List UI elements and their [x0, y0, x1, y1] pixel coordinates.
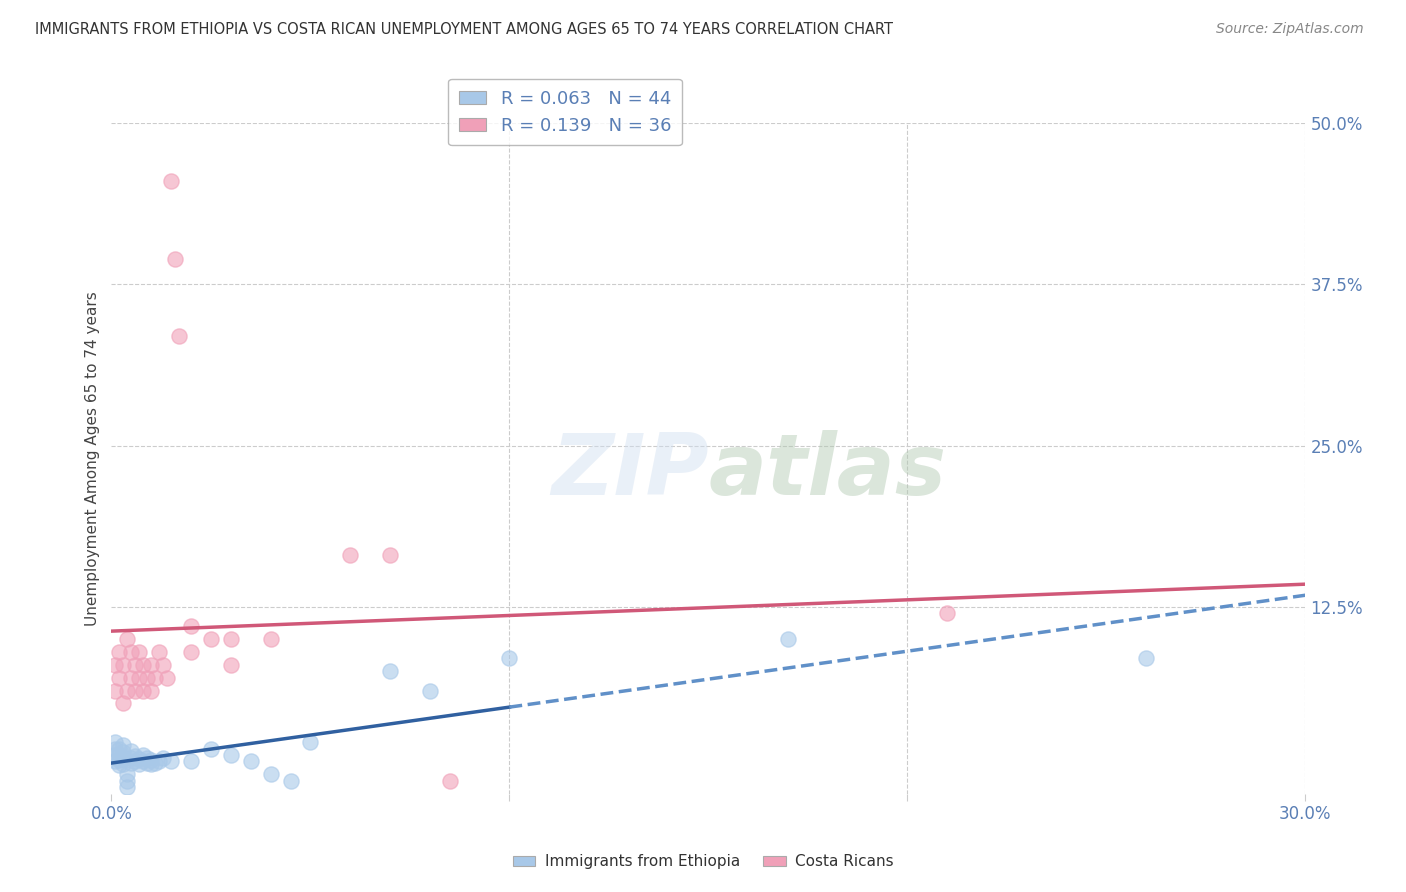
Point — [419, 683, 441, 698]
Point — [498, 651, 520, 665]
Point — [280, 773, 302, 788]
Point — [141, 657, 163, 672]
Point — [148, 645, 170, 659]
Point — [124, 755, 146, 769]
Point — [108, 645, 131, 659]
Point — [136, 750, 159, 764]
Point — [128, 671, 150, 685]
Point — [112, 757, 135, 772]
Point — [120, 750, 142, 764]
Point — [120, 645, 142, 659]
Point — [117, 632, 139, 646]
Point — [117, 767, 139, 781]
Point — [128, 645, 150, 659]
Text: Source: ZipAtlas.com: Source: ZipAtlas.com — [1216, 22, 1364, 37]
Point — [112, 746, 135, 760]
Point — [219, 747, 242, 762]
Point — [160, 174, 183, 188]
Point — [104, 735, 127, 749]
Point — [104, 683, 127, 698]
Point — [378, 664, 401, 678]
Point — [239, 755, 262, 769]
Point — [180, 755, 202, 769]
Legend: Immigrants from Ethiopia, Costa Ricans: Immigrants from Ethiopia, Costa Ricans — [506, 848, 900, 875]
Point — [128, 757, 150, 772]
Text: ZIP: ZIP — [551, 431, 709, 514]
Point — [104, 747, 127, 762]
Point — [152, 657, 174, 672]
Point — [219, 657, 242, 672]
Point — [259, 632, 281, 646]
Point — [136, 671, 159, 685]
Point — [299, 735, 322, 749]
Point — [200, 741, 222, 756]
Point — [112, 697, 135, 711]
Point — [120, 671, 142, 685]
Point — [108, 747, 131, 762]
Point — [124, 749, 146, 764]
Point — [180, 619, 202, 633]
Point — [259, 767, 281, 781]
Point — [112, 752, 135, 766]
Point — [160, 755, 183, 769]
Point — [200, 632, 222, 646]
Point — [136, 756, 159, 770]
Text: IMMIGRANTS FROM ETHIOPIA VS COSTA RICAN UNEMPLOYMENT AMONG AGES 65 TO 74 YEARS C: IMMIGRANTS FROM ETHIOPIA VS COSTA RICAN … — [35, 22, 893, 37]
Point — [124, 657, 146, 672]
Point — [124, 683, 146, 698]
Point — [112, 657, 135, 672]
Point — [141, 683, 163, 698]
Text: atlas: atlas — [709, 431, 946, 514]
Point — [439, 773, 461, 788]
Point — [936, 606, 959, 620]
Legend: R = 0.063   N = 44, R = 0.139   N = 36: R = 0.063 N = 44, R = 0.139 N = 36 — [449, 78, 682, 145]
Point — [156, 671, 179, 685]
Point — [112, 738, 135, 752]
Point — [132, 747, 155, 762]
Point — [219, 632, 242, 646]
Point — [132, 755, 155, 769]
Point — [108, 753, 131, 767]
Point — [148, 755, 170, 769]
Point — [108, 741, 131, 756]
Point — [117, 780, 139, 795]
Point — [143, 671, 166, 685]
Point — [1135, 651, 1157, 665]
Point — [141, 757, 163, 772]
Point — [117, 773, 139, 788]
Y-axis label: Unemployment Among Ages 65 to 74 years: Unemployment Among Ages 65 to 74 years — [86, 291, 100, 626]
Point — [152, 750, 174, 764]
Point — [776, 632, 799, 646]
Point — [104, 657, 127, 672]
Point — [132, 657, 155, 672]
Point — [117, 683, 139, 698]
Point — [120, 756, 142, 770]
Point — [378, 548, 401, 562]
Point — [104, 755, 127, 769]
Point — [104, 741, 127, 756]
Point — [128, 752, 150, 766]
Point — [180, 645, 202, 659]
Point — [132, 683, 155, 698]
Point — [143, 756, 166, 770]
Point — [167, 329, 190, 343]
Point — [339, 548, 361, 562]
Point — [120, 744, 142, 758]
Point — [108, 671, 131, 685]
Point — [141, 753, 163, 767]
Point — [165, 252, 187, 266]
Point — [108, 758, 131, 772]
